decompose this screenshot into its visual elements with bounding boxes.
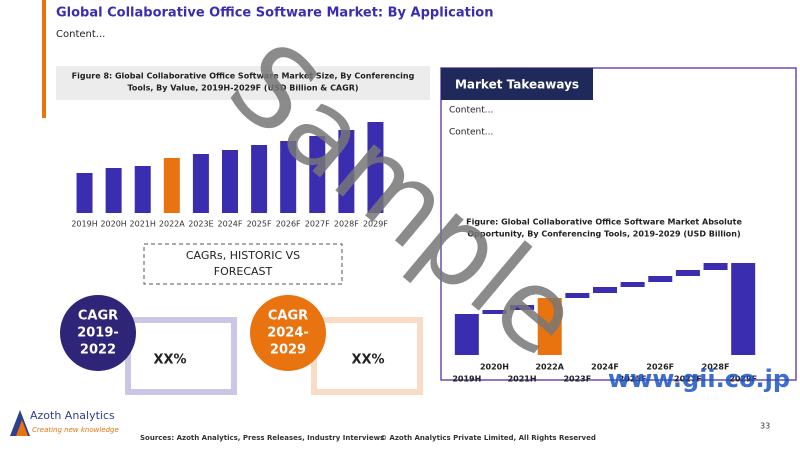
x-tick-label: 2029F <box>729 375 757 384</box>
cagr-label: CAGR <box>78 309 118 324</box>
takeaway-item: Content... <box>449 106 493 116</box>
cagr-label: 2024- <box>267 326 309 341</box>
bar <box>510 305 535 310</box>
cagr-label: 2019- <box>77 326 119 341</box>
bar <box>280 141 297 213</box>
bar <box>338 130 355 213</box>
bar <box>134 166 151 213</box>
x-tick-label: 2023E <box>188 220 213 229</box>
cagr-label: 2022 <box>80 343 116 358</box>
bar <box>565 293 590 298</box>
cagr-circle <box>60 295 136 371</box>
watermark-site: www.gii.co.jp <box>608 365 790 393</box>
x-tick-label: 2029F <box>363 220 388 229</box>
x-tick-label: 2023F <box>563 375 591 384</box>
takeaways-header <box>441 68 593 100</box>
bar <box>251 145 268 213</box>
takeaways-title: Market Takeaways <box>455 78 579 92</box>
x-tick-label: 2025F <box>247 220 272 229</box>
bar <box>593 287 617 293</box>
bar <box>675 270 700 276</box>
bar <box>703 263 728 270</box>
x-tick-label: 2027F <box>305 220 330 229</box>
chart-title: Tools, By Value, 2019H-2029F (USD Billio… <box>127 84 358 93</box>
bar <box>192 154 209 213</box>
cagr-circle <box>250 295 326 371</box>
slide-title: Global Collaborative Office Software Mar… <box>56 6 493 21</box>
sources: Sources: Azoth Analytics, Press Releases… <box>140 434 384 442</box>
x-tick-label: 2021H <box>508 375 537 384</box>
chart-title: Opportunity, By Conferencing Tools, 2019… <box>467 230 740 239</box>
brand: Azoth Analytics <box>30 409 115 422</box>
bar <box>537 298 562 355</box>
bar <box>222 150 238 213</box>
copyright: © Azoth Analytics Private Limited, All R… <box>380 434 596 442</box>
x-tick-label: 2026F <box>646 363 674 372</box>
content: Content... <box>56 29 105 40</box>
x-tick-label: 2024F <box>218 220 243 229</box>
bar <box>731 263 756 355</box>
chart-title: Figure: Global Collaborative Office Soft… <box>466 218 742 227</box>
logo-icon <box>16 420 28 436</box>
bar <box>367 122 384 213</box>
x-tick-label: 2022A <box>535 363 564 372</box>
bar <box>620 282 645 287</box>
x-tick-label: 2020H <box>480 363 509 372</box>
cagr-label: CAGR <box>268 309 308 324</box>
cagr-heading: FORECAST <box>214 265 273 278</box>
x-tick-label: 2028F <box>702 363 730 372</box>
x-tick-label: 2020H <box>100 220 126 229</box>
tagline: Creating new knowledge <box>32 426 119 434</box>
x-tick-label: 2019H <box>71 220 97 229</box>
x-tick-label: 2021H <box>130 220 156 229</box>
bar <box>105 168 122 213</box>
bar <box>648 276 673 282</box>
x-tick-label: 2022A <box>159 220 185 229</box>
bar <box>454 314 479 355</box>
chart-title-bg <box>56 66 430 100</box>
takeaways-box <box>440 67 797 381</box>
cagr-value: XX% <box>153 353 186 368</box>
cagr-heading-box <box>143 243 343 285</box>
cagr-label: 2029 <box>270 343 306 358</box>
x-tick-label: 2024F <box>591 363 619 372</box>
bar <box>76 173 93 213</box>
x-tick-label: 2028F <box>334 220 359 229</box>
bar <box>309 136 326 213</box>
accent-bar <box>42 0 46 118</box>
plots: 2019H 2020H 2021H 2022A 2023E 2024F 2025F 2026F… <box>71 122 757 384</box>
takeaway-item: Content... <box>449 128 493 138</box>
x-tick-label: 2025F <box>619 375 647 384</box>
page-number: 33 <box>760 422 770 431</box>
x-tick-label: 2027F <box>674 375 702 384</box>
bar <box>482 310 507 314</box>
cagr-heading: CAGRs, HISTORIC VS <box>186 249 300 262</box>
cagr-value: XX% <box>351 353 384 368</box>
bar <box>163 158 180 213</box>
x-tick-label: 2026F <box>276 220 301 229</box>
chart-title: Figure 8: Global Collaborative Office So… <box>72 72 415 81</box>
x-tick-label: 2019H <box>452 375 481 384</box>
